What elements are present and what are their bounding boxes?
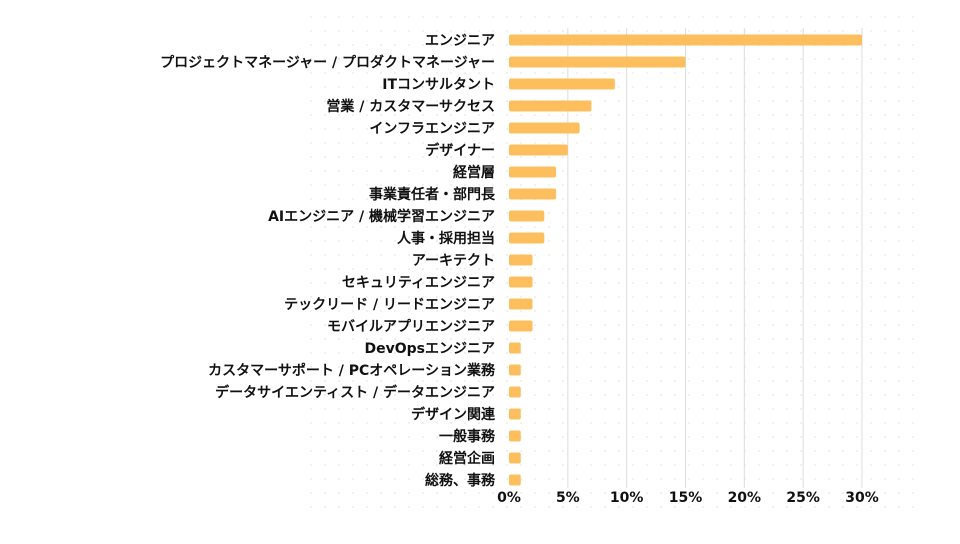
category-label: AIエンジニア / 機械学習エンジニア bbox=[268, 208, 495, 225]
category-label: カスタマーサポート / PCオペレーション業務 bbox=[208, 362, 496, 379]
bar bbox=[509, 254, 533, 266]
bar bbox=[509, 166, 557, 178]
x-tick-label: 0% bbox=[497, 490, 521, 506]
x-tick-label: 10% bbox=[610, 490, 644, 506]
x-tick-labels: 0% 5% 10% 15% 20% 25% 30% bbox=[497, 490, 879, 506]
category-label: データサイエンティスト / データエンジニア bbox=[215, 384, 495, 401]
bar bbox=[509, 232, 545, 244]
bar bbox=[509, 320, 533, 332]
bar bbox=[509, 408, 521, 420]
category-label: アーキテクト bbox=[412, 253, 495, 269]
category-label: ITコンサルタント bbox=[382, 77, 495, 93]
x-tick-label: 15% bbox=[669, 490, 703, 506]
bar bbox=[509, 276, 533, 288]
bar bbox=[509, 144, 568, 156]
bar bbox=[509, 78, 615, 90]
bar bbox=[509, 342, 521, 354]
bar bbox=[509, 474, 521, 486]
plot-background bbox=[305, 12, 920, 512]
category-label: プロジェクトマネージャー / プロダクトマネージャー bbox=[160, 54, 495, 71]
bar bbox=[509, 452, 521, 464]
category-label: 経営企画 bbox=[439, 450, 495, 467]
bar bbox=[509, 298, 533, 310]
bar bbox=[509, 386, 521, 398]
category-label: インフラエンジニア bbox=[369, 121, 495, 137]
category-label: デザイナー bbox=[425, 142, 495, 159]
bar bbox=[509, 122, 580, 134]
bar bbox=[509, 364, 521, 376]
bar bbox=[509, 210, 545, 222]
x-tick-label: 20% bbox=[728, 490, 762, 506]
category-label: DevOpsエンジニア bbox=[365, 341, 496, 357]
category-label: モバイルアプリエンジニア bbox=[327, 319, 495, 335]
category-label: 経営層 bbox=[453, 164, 495, 181]
category-label: 事業責任者・部門長 bbox=[369, 186, 496, 203]
bar bbox=[509, 430, 521, 442]
category-label: デザイン関連 bbox=[411, 406, 496, 423]
x-tick-label: 5% bbox=[556, 490, 580, 506]
x-tick-label: 30% bbox=[845, 490, 879, 506]
category-label: 総務、事務 bbox=[425, 472, 496, 489]
category-label: テックリード / リードエンジニア bbox=[284, 297, 495, 313]
bar bbox=[509, 56, 686, 68]
bar bbox=[509, 34, 862, 46]
bars bbox=[509, 34, 862, 486]
category-label: 営業 / カスタマーサクセス bbox=[326, 98, 495, 115]
bar bbox=[509, 188, 557, 200]
category-label: エンジニア bbox=[425, 33, 495, 49]
x-tick-label: 25% bbox=[786, 490, 820, 506]
bar bbox=[509, 100, 592, 112]
category-label: セキュリティエンジニア bbox=[342, 275, 495, 291]
category-label: 人事・採用担当 bbox=[397, 230, 495, 247]
category-label: 一般事務 bbox=[439, 428, 496, 445]
